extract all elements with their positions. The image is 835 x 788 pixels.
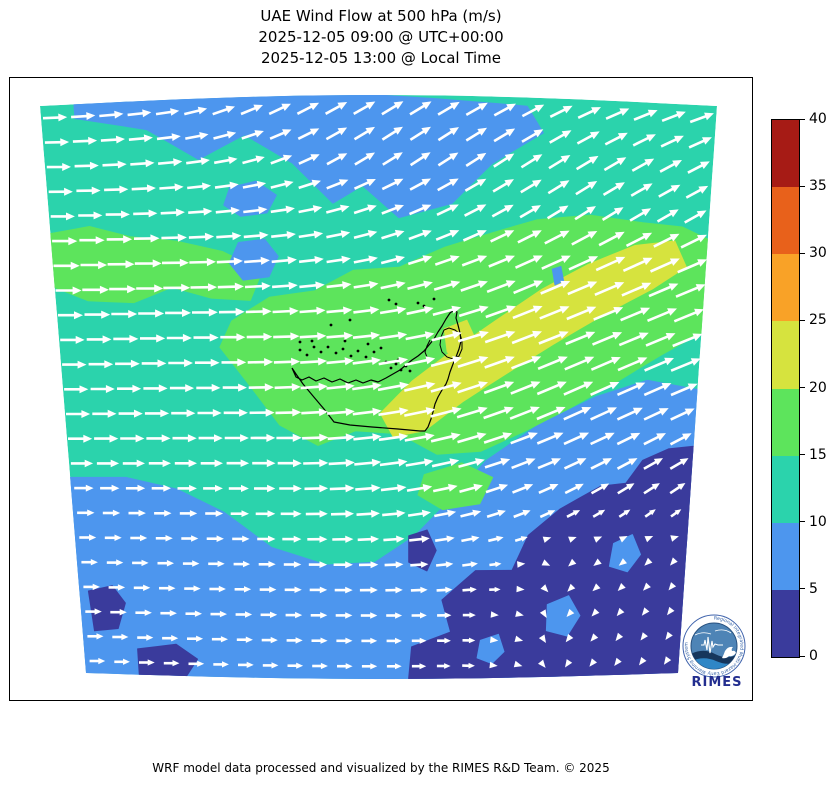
speed-region [608,534,641,573]
island-dot [372,350,376,354]
title-line-3: 2025-12-05 13:00 @ Local Time [260,49,502,67]
wind-map-svg [40,95,717,679]
island-dot [329,323,333,327]
island-dot [408,369,412,373]
wind-arrows [42,101,714,670]
island-dot [364,355,368,359]
colorbar-tick [800,454,805,456]
map-layers [40,95,717,679]
colorbar-segment [772,253,799,322]
island-dot [310,339,314,343]
colorbar-tick [800,118,805,120]
colorbar-tick-label: 10 [809,513,827,530]
colorbar-tick-label: 30 [809,245,827,262]
island-dot [298,340,302,344]
uae-border-detail [439,327,463,360]
colorbar-segment [772,455,799,523]
island-dot [305,353,309,357]
colorbar-segment [772,522,799,590]
island-dot [389,366,393,370]
island-dot [298,348,302,352]
colorbar [771,119,800,658]
speed-region [228,238,279,281]
island-dot [312,345,316,349]
island-dot [356,349,360,353]
colorbar-tick-label: 15 [809,446,827,463]
seismograph-glyph [701,636,723,654]
colorbar-tick-label: 25 [809,312,827,329]
island-dot [334,351,338,355]
colorbar-tick-label: 20 [809,379,827,396]
island-dot [366,342,370,346]
rimes-logo-badge: Regional Integrated Multi-Hazard Early W… [682,614,746,678]
colorbar-tick-label: 0 [809,648,818,664]
island-dot [416,301,420,305]
island-dot [399,368,403,372]
speed-region [223,180,277,217]
footer-credit: WRF model data processed and visualized … [152,761,610,775]
island-dot [319,350,323,354]
speed-region [73,95,544,219]
map-axes [9,77,753,701]
rimes-logo: Regional Integrated Multi-Hazard Early W… [681,613,753,690]
title-line-1: UAE Wind Flow at 500 hPa (m/s) [260,7,502,25]
figure-title: UAE Wind Flow at 500 hPa (m/s) 2025-12-0… [10,6,752,69]
title-line-2: 2025-12-05 09:00 @ UTC+00:00 [258,28,504,46]
colorbar-segment [772,119,799,188]
island-dot [387,298,391,302]
colorbar-tick [800,387,805,388]
island-dot [349,354,353,358]
colorbar-segment [772,589,799,657]
island-dot [379,346,383,350]
colorbar-tick [800,521,805,523]
island-dot [326,345,330,349]
island-dot [432,297,436,301]
colorbar-segment [772,320,799,389]
colorbar-segment [772,186,799,255]
colorbar-tick-label: 35 [809,178,827,195]
bird-glyph [722,646,736,659]
rimes-logo-text: RIMES [691,675,743,690]
speed-region [545,595,581,637]
island-dot [394,362,398,366]
colorbar-tick [800,588,805,590]
colorbar-tick [800,319,805,321]
speed-region [137,643,199,677]
uae-border-outline [291,309,462,432]
island-dot [343,339,347,343]
colorbar-tick [800,655,805,657]
island-dot [341,347,345,351]
colorbar-tick [800,185,805,187]
island-dot [348,318,352,322]
island-dot [394,302,398,306]
colorbar-segment [772,388,799,456]
colorbar-tick [800,252,805,254]
speed-region [476,633,505,664]
colorbar-tick-label: 5 [809,580,818,597]
colorbar-tick-label: 40 [809,111,827,127]
